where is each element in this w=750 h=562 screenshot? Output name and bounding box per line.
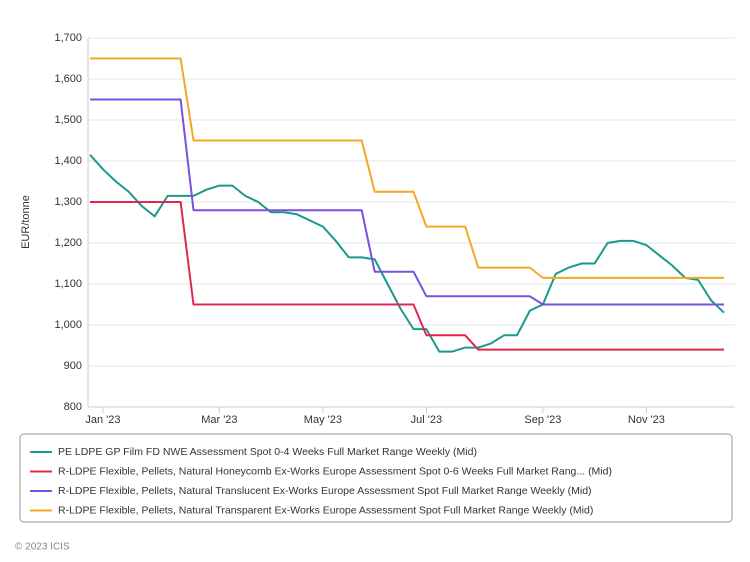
x-tick-label: Sep '23 [524,414,561,426]
y-tick-label: 900 [64,360,82,372]
y-tick-label: 1,300 [54,196,82,208]
series-line [89,154,725,353]
y-tick-label: 1,600 [54,73,82,85]
legend-box [19,433,733,523]
y-tick-label: 1,000 [54,319,82,331]
credit: © 2023 ICIS [15,542,70,553]
y-tick-label: 1,500 [54,114,82,126]
legend-label[interactable]: R-LDPE Flexible, Pellets, Natural Transp… [58,504,593,516]
x-tick-label: Jan '23 [85,414,120,426]
y-tick-label: 1,400 [54,155,82,167]
series-line [90,98,724,306]
y-tick-label: 1,100 [54,278,82,290]
legend-label[interactable]: R-LDPE Flexible, Pellets, Natural Transl… [58,485,592,497]
y-tick-label: 800 [64,401,82,413]
y-tick-label: 1,200 [54,237,82,249]
series-line [90,201,724,351]
x-tick-label: May '23 [304,414,342,426]
x-tick-label: Nov '23 [628,414,665,426]
legend-label[interactable]: R-LDPE Flexible, Pellets, Natural Honeyc… [58,465,612,477]
x-tick-label: Jul '23 [411,414,442,426]
series-line [90,57,724,279]
legend-label[interactable]: PE LDPE GP Film FD NWE Assessment Spot 0… [58,446,477,458]
y-tick-label: 1,700 [54,32,82,44]
y-axis-title: EUR/tonne [20,195,32,249]
x-tick-label: Mar '23 [201,414,237,426]
